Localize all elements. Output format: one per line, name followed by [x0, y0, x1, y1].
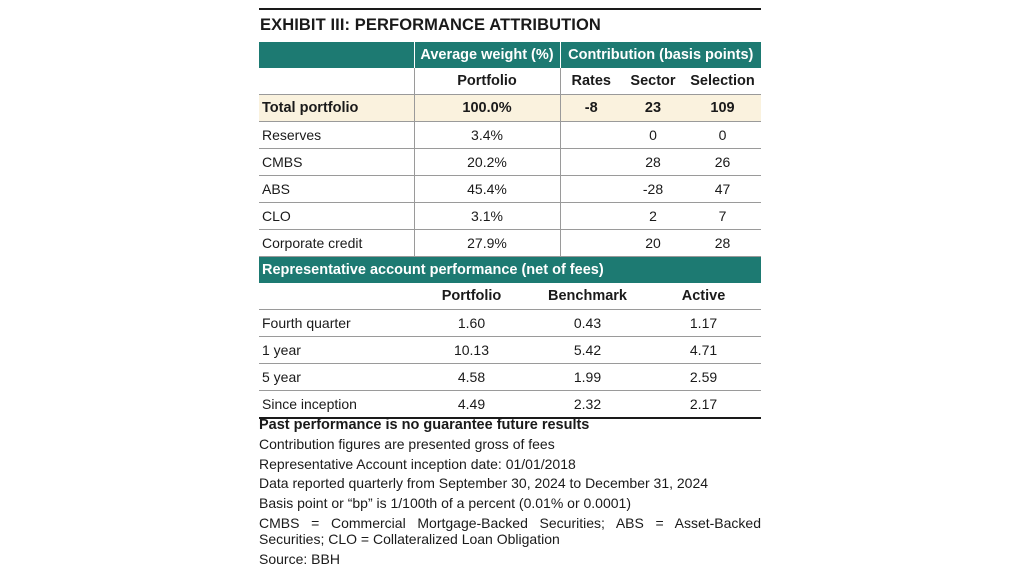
header-blank-cell: [259, 283, 414, 310]
footnote-line: Basis point or “bp” is 1/100th of a perc…: [259, 494, 631, 511]
footnote-line: Data reported quarterly from September 3…: [259, 475, 709, 492]
header-blank-cell: [259, 42, 414, 68]
cell-selection: 47: [684, 175, 761, 203]
exhibit-title: EXHIBIT III: PERFORMANCE ATTRIBUTION: [260, 16, 601, 34]
cell-selection: 28: [684, 229, 761, 257]
row-label: 5 year: [259, 363, 414, 391]
column-header-benchmark: Benchmark: [529, 283, 646, 310]
row-label: 1 year: [259, 336, 414, 364]
performance-section-header: Representative account performance (net …: [259, 257, 762, 283]
table-row: 5 year 4.58 1.99 2.59: [259, 363, 762, 391]
cell-benchmark: 5.42: [529, 336, 646, 364]
cell-selection: 7: [684, 202, 761, 230]
cell-sector: 23: [622, 94, 684, 122]
row-label: ABS: [259, 175, 414, 203]
performance-header-row: Representative account performance (net …: [259, 257, 762, 283]
footnote-line: Representative Account inception date: 0…: [259, 455, 576, 472]
footnote-line: Contribution figures are presented gross…: [259, 436, 555, 453]
column-header-active: Active: [646, 283, 762, 310]
cell-sector: 20: [622, 229, 684, 257]
disclaimer: Past performance is no guarantee future …: [259, 417, 590, 433]
performance-column-header-row: Portfolio Benchmark Active: [259, 283, 762, 310]
total-portfolio-row: Total portfolio 100.0% -8 23 109: [259, 94, 761, 122]
cell-rates: [559, 229, 622, 257]
cell-benchmark: 2.32: [529, 390, 646, 419]
cell-portfolio: 20.2%: [413, 148, 560, 176]
cell-portfolio: 3.1%: [413, 202, 560, 230]
cell-portfolio: 3.4%: [413, 121, 560, 149]
cell-selection: 109: [684, 94, 761, 122]
cell-rates: -8: [559, 94, 622, 122]
row-label: Fourth quarter: [259, 309, 414, 337]
row-label: CLO: [259, 202, 414, 230]
performance-table: Representative account performance (net …: [259, 257, 762, 419]
column-header-selection: Selection: [684, 68, 761, 95]
cell-rates: [559, 148, 622, 176]
row-label: Since inception: [259, 390, 414, 419]
row-label: Total portfolio: [259, 94, 414, 122]
table-row: Reserves 3.4% 0 0: [259, 121, 761, 149]
column-header-portfolio: Portfolio: [413, 68, 560, 95]
table-row: Corporate credit 27.9% 20 28: [259, 229, 761, 257]
cell-active: 1.17: [646, 309, 762, 337]
attribution-column-header-row: Portfolio Rates Sector Selection: [259, 68, 761, 95]
cell-portfolio: 10.13: [414, 336, 529, 364]
cell-portfolio: 4.58: [414, 363, 529, 391]
table-row: Since inception 4.49 2.32 2.17: [259, 390, 762, 419]
cell-rates: [559, 175, 622, 203]
row-label: Corporate credit: [259, 229, 414, 257]
row-label: Reserves: [259, 121, 414, 149]
cell-active: 2.17: [646, 390, 762, 419]
cell-sector: 0: [622, 121, 684, 149]
cell-selection: 0: [684, 121, 761, 149]
footnotes: Past performance is no guarantee future …: [259, 416, 761, 569]
cell-portfolio: 45.4%: [413, 175, 560, 203]
cell-benchmark: 1.99: [529, 363, 646, 391]
column-header-portfolio: Portfolio: [414, 283, 529, 310]
weight-group-header: Average weight (%): [413, 42, 560, 68]
cell-rates: [559, 202, 622, 230]
cell-selection: 26: [684, 148, 761, 176]
cell-portfolio: 27.9%: [413, 229, 560, 257]
table-row: CLO 3.1% 2 7: [259, 202, 761, 230]
abbreviations-note: CMBS = Commercial Mortgage-Backed Securi…: [259, 515, 761, 548]
cell-benchmark: 0.43: [529, 309, 646, 337]
source-note: Source: BBH: [259, 551, 340, 568]
cell-sector: 28: [622, 148, 684, 176]
contribution-group-header: Contribution (basis points): [559, 42, 761, 68]
attribution-group-header-row: Average weight (%) Contribution (basis p…: [259, 42, 761, 68]
cell-sector: -28: [622, 175, 684, 203]
cell-portfolio: 1.60: [414, 309, 529, 337]
table-row: Fourth quarter 1.60 0.43 1.17: [259, 309, 762, 337]
table-row: ABS 45.4% -28 47: [259, 175, 761, 203]
cell-portfolio: 4.49: [414, 390, 529, 419]
column-header-sector: Sector: [622, 68, 684, 95]
header-blank-cell: [259, 68, 414, 95]
cell-sector: 2: [622, 202, 684, 230]
cell-active: 2.59: [646, 363, 762, 391]
cell-active: 4.71: [646, 336, 762, 364]
table-row: CMBS 20.2% 28 26: [259, 148, 761, 176]
column-header-rates: Rates: [559, 68, 622, 95]
row-label: CMBS: [259, 148, 414, 176]
table-row: 1 year 10.13 5.42 4.71: [259, 336, 762, 364]
cell-rates: [559, 121, 622, 149]
attribution-table: Average weight (%) Contribution (basis p…: [259, 42, 761, 257]
title-rule: [259, 8, 761, 10]
cell-portfolio: 100.0%: [413, 94, 560, 122]
